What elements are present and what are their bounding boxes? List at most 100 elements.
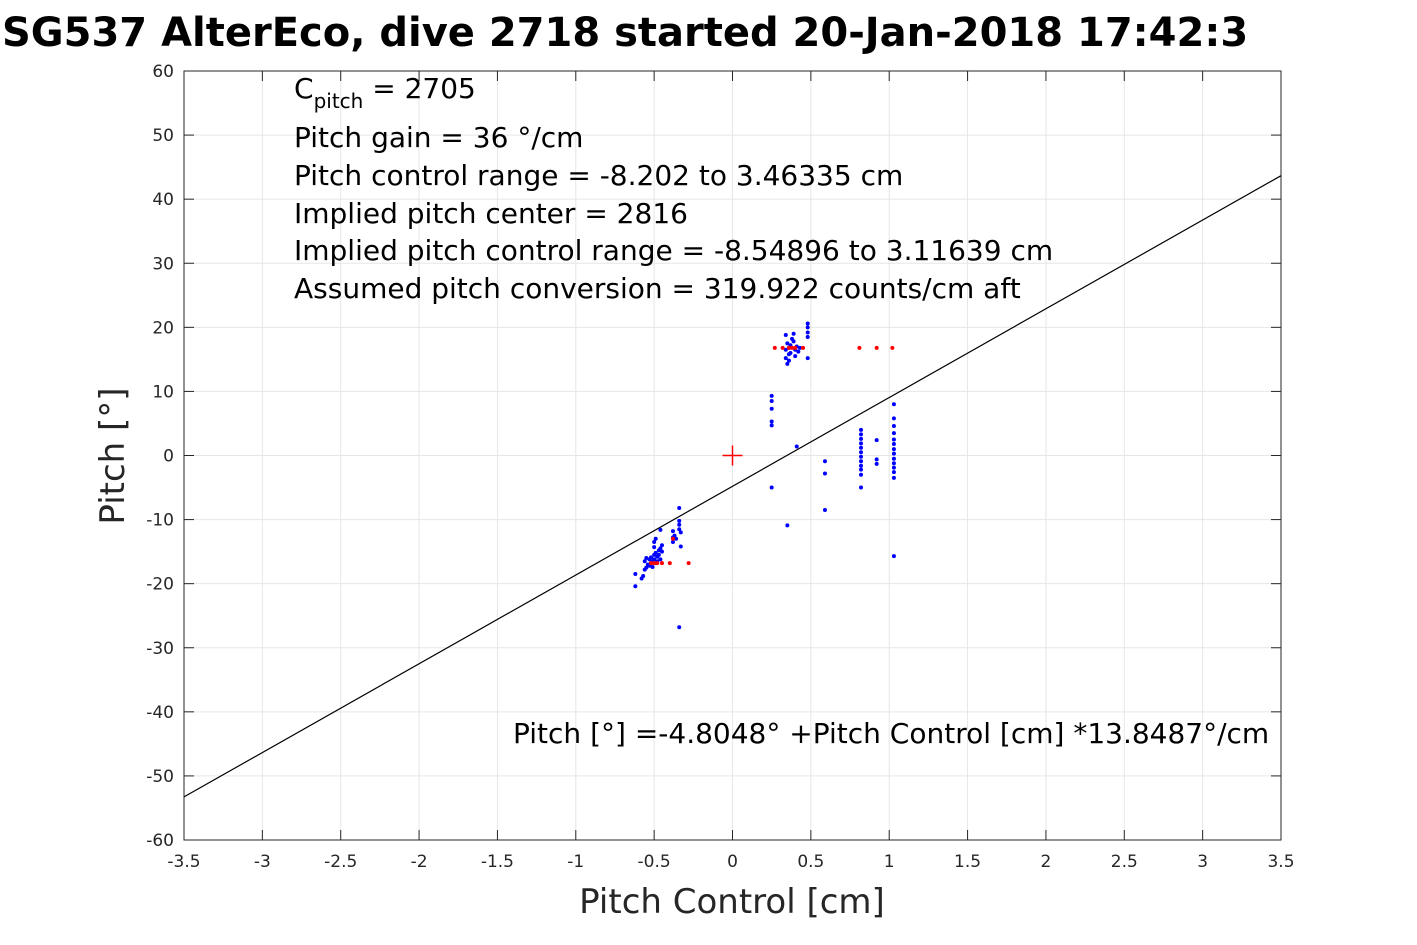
- measured-point: [783, 333, 788, 338]
- measured-point: [859, 445, 864, 450]
- measured-point: [652, 557, 657, 562]
- measured-point: [874, 461, 879, 466]
- pitch-gain-annotation: Pitch gain = 36 °/cm: [294, 121, 583, 154]
- measured-point: [644, 556, 649, 561]
- x-tick-label: 3: [1197, 852, 1208, 872]
- measured-point: [891, 554, 896, 559]
- x-tick-label: -2: [411, 852, 428, 872]
- measured-point: [678, 530, 683, 535]
- measured-point: [652, 545, 657, 550]
- measured-point: [783, 347, 788, 352]
- measured-point: [822, 507, 827, 512]
- x-tick-label: 1.5: [954, 852, 981, 872]
- measured-point: [641, 573, 646, 578]
- reference-point: [890, 345, 895, 350]
- measured-point: [659, 543, 664, 548]
- y-tick-label: 50: [152, 126, 174, 146]
- measured-point: [805, 356, 810, 361]
- measured-point: [791, 339, 796, 344]
- measured-point: [769, 485, 774, 490]
- measured-point: [649, 555, 654, 560]
- measured-point: [859, 472, 864, 477]
- y-tick-label: -40: [146, 703, 174, 723]
- control-range-annotation: Pitch control range = -8.202 to 3.46335 …: [294, 159, 903, 192]
- reference-point: [686, 561, 691, 566]
- x-tick-label: 3.5: [1267, 852, 1294, 872]
- measured-point: [891, 424, 896, 429]
- center-marker: [722, 445, 743, 466]
- x-tick-label: -1.5: [481, 852, 514, 872]
- x-tick-label: 2: [1041, 852, 1052, 872]
- c-pitch-annotation: Cpitch = 2705: [294, 72, 476, 113]
- measured-point: [672, 533, 677, 538]
- measured-point: [891, 456, 896, 461]
- measured-point: [891, 475, 896, 480]
- measured-point: [859, 467, 864, 472]
- annotation-block: Cpitch = 2705 Pitch gain = 36 °/cm Pitch…: [294, 72, 1053, 305]
- x-axis-ticks: -3.5 -3 -2.5 -2 -1.5 -1 -0.5 0 0.5 1 1.5 2 2.5 3 3.5: [167, 71, 1295, 872]
- reference-point: [801, 345, 806, 350]
- measured-point: [769, 419, 774, 424]
- measured-point: [822, 459, 827, 464]
- reference-point: [780, 345, 785, 350]
- measured-point: [642, 559, 647, 564]
- measured-point: [785, 523, 790, 528]
- measured-point: [859, 485, 864, 490]
- measured-point: [633, 584, 638, 589]
- measured-point: [891, 441, 896, 446]
- reference-point: [655, 561, 660, 566]
- data-marks: [183, 175, 1282, 798]
- measured-point: [874, 438, 879, 443]
- measured-point: [769, 406, 774, 411]
- measured-point: [678, 544, 683, 549]
- reference-point: [659, 561, 664, 566]
- measured-point: [805, 330, 810, 335]
- conversion-annotation: Assumed pitch conversion = 319.922 count…: [294, 272, 1021, 305]
- measured-point: [891, 437, 896, 442]
- y-tick-label: 40: [152, 190, 174, 210]
- measured-point: [891, 447, 896, 452]
- reference-point: [670, 536, 675, 541]
- measured-point: [652, 540, 657, 545]
- measured-point: [859, 459, 864, 464]
- x-tick-label: 0: [727, 852, 738, 872]
- measured-point: [891, 402, 896, 407]
- reference-point: [652, 561, 657, 566]
- measured-point: [783, 356, 788, 361]
- measured-point: [859, 463, 864, 468]
- measured-point: [859, 441, 864, 446]
- measured-point: [791, 331, 796, 336]
- measured-point: [859, 450, 864, 455]
- measured-point: [859, 432, 864, 437]
- y-tick-label: 20: [152, 318, 174, 338]
- measured-point: [653, 550, 658, 555]
- measured-point: [785, 341, 790, 346]
- reference-point: [857, 345, 862, 350]
- y-tick-label: -50: [146, 767, 174, 787]
- measured-point: [797, 345, 802, 350]
- measured-point: [644, 565, 649, 570]
- reference-point: [790, 345, 795, 350]
- fit-equation-annotation: Pitch [°] =-4.8048° +Pitch Control [cm] …: [513, 717, 1269, 750]
- measured-point: [859, 436, 864, 441]
- implied-range-annotation: Implied pitch control range = -8.54896 t…: [294, 234, 1053, 267]
- measured-point: [805, 325, 810, 330]
- x-tick-label: -0.5: [638, 852, 671, 872]
- measured-point: [677, 522, 682, 527]
- measured-point: [859, 454, 864, 459]
- y-tick-label: 60: [152, 62, 174, 82]
- measured-point: [674, 536, 679, 541]
- y-axis-ticks: 60 50 40 30 20 10 0 -10 -20 -30 -40 -50 -60: [146, 62, 1281, 851]
- x-tick-label: 0.5: [797, 852, 824, 872]
- x-tick-label: -2.5: [324, 852, 357, 872]
- measured-point: [891, 470, 896, 475]
- x-tick-label: -1: [567, 852, 584, 872]
- measured-point: [658, 557, 663, 562]
- measured-point: [874, 457, 879, 462]
- measured-point: [788, 350, 793, 355]
- measured-point: [796, 349, 801, 354]
- measured-point: [891, 416, 896, 421]
- y-tick-label: -60: [146, 831, 174, 851]
- y-tick-label: -20: [146, 575, 174, 595]
